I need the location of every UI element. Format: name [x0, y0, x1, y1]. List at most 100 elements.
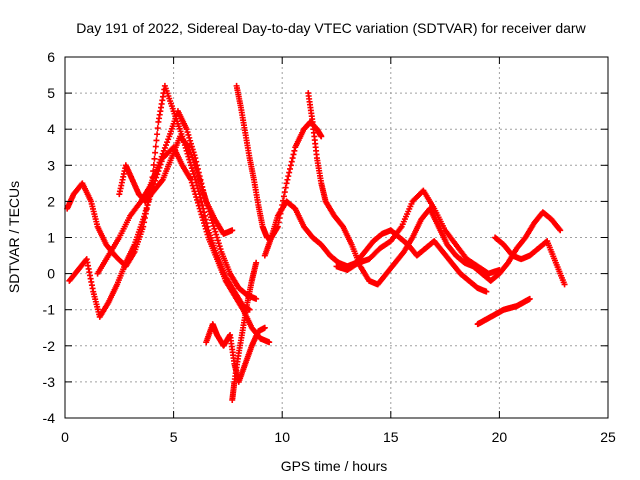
- data-point: [286, 169, 293, 176]
- series-arc-11: [474, 295, 533, 328]
- data-point: [282, 184, 289, 191]
- data-point: [201, 192, 208, 199]
- data-point: [194, 196, 201, 203]
- x-tick-label: 0: [61, 429, 69, 445]
- data-point: [261, 324, 268, 331]
- data-point: [290, 151, 297, 158]
- data-point: [191, 173, 198, 180]
- data-point: [202, 225, 209, 232]
- data-point: [526, 295, 533, 302]
- y-tick-label: -4: [43, 410, 56, 426]
- data-point: [186, 134, 193, 141]
- x-axis-label: GPS time / hours: [281, 458, 388, 474]
- data-point: [204, 231, 211, 238]
- y-tick-label: 0: [47, 266, 55, 282]
- data-point: [159, 150, 166, 157]
- data-point: [143, 204, 150, 211]
- data-point: [288, 158, 295, 165]
- chart-title: Day 191 of 2022, Sidereal Day-to-day VTE…: [76, 20, 586, 36]
- data-point: [556, 226, 563, 233]
- data-point: [203, 228, 210, 235]
- data-point: [140, 216, 147, 223]
- grid: [65, 57, 608, 418]
- data-point: [189, 168, 196, 175]
- data-point: [213, 231, 220, 238]
- data-point: [201, 220, 208, 227]
- data-point: [211, 225, 218, 232]
- data-point: [200, 189, 207, 196]
- data-point: [193, 194, 200, 201]
- data-point: [141, 210, 148, 217]
- data-point: [158, 177, 165, 184]
- data-points: [64, 82, 568, 403]
- data-point: [285, 173, 292, 180]
- x-tick-label: 20: [492, 429, 508, 445]
- data-point: [190, 185, 197, 192]
- y-tick-label: 3: [47, 157, 55, 173]
- data-point: [152, 149, 159, 156]
- data-point: [284, 176, 291, 183]
- data-point: [195, 202, 202, 209]
- data-point: [157, 156, 164, 163]
- x-tick-label: 15: [383, 429, 399, 445]
- data-point: [154, 125, 161, 132]
- data-point: [287, 162, 294, 169]
- data-point: [141, 213, 148, 220]
- data-point: [184, 143, 191, 150]
- data-point: [280, 193, 287, 200]
- data-point: [189, 182, 196, 189]
- series-arc-5: [203, 321, 268, 385]
- data-point: [188, 179, 195, 186]
- axis-ticks: 0 5 10 15 20 25 -4 -3 -2 -1 0 1 2 3 4 5 6: [43, 49, 616, 445]
- data-point: [266, 339, 273, 346]
- data-point: [199, 186, 206, 193]
- data-point: [191, 188, 198, 195]
- data-point: [253, 259, 260, 266]
- data-point: [201, 222, 208, 229]
- data-point: [561, 281, 568, 288]
- data-point: [164, 139, 171, 146]
- data-point: [152, 143, 159, 150]
- y-tick-label: -1: [43, 302, 56, 318]
- data-point: [318, 133, 325, 140]
- data-point: [184, 129, 191, 136]
- data-point: [283, 180, 290, 187]
- data-point: [183, 147, 190, 154]
- data-point: [496, 266, 503, 273]
- data-point: [187, 137, 194, 144]
- data-point: [187, 176, 194, 183]
- series-arc-4: [116, 133, 236, 237]
- data-point: [287, 165, 294, 172]
- data-point: [142, 207, 149, 214]
- data-point: [194, 169, 201, 176]
- data-point: [185, 131, 192, 138]
- data-point: [199, 214, 206, 221]
- data-point: [165, 136, 172, 143]
- y-tick-label: 4: [47, 121, 55, 137]
- data-point: [190, 170, 197, 177]
- data-point: [154, 131, 161, 138]
- data-point: [155, 162, 162, 169]
- data-point: [281, 189, 288, 196]
- data-point: [184, 150, 191, 157]
- data-point: [194, 199, 201, 206]
- series-arc-2: [66, 144, 273, 346]
- x-tick-label: 5: [170, 429, 178, 445]
- data-point: [162, 142, 169, 149]
- data-point: [156, 159, 163, 166]
- data-point: [160, 147, 167, 154]
- data-point: [195, 172, 202, 179]
- data-point: [215, 240, 222, 247]
- data-point: [214, 237, 221, 244]
- data-point: [197, 181, 204, 188]
- data-point: [214, 234, 221, 241]
- series-arc-8: [305, 90, 564, 288]
- series-arc-12: [492, 234, 568, 288]
- y-tick-label: 6: [47, 49, 55, 65]
- y-tick-label: 5: [47, 85, 55, 101]
- data-point: [291, 147, 298, 154]
- data-point: [289, 155, 296, 162]
- data-point: [198, 211, 205, 218]
